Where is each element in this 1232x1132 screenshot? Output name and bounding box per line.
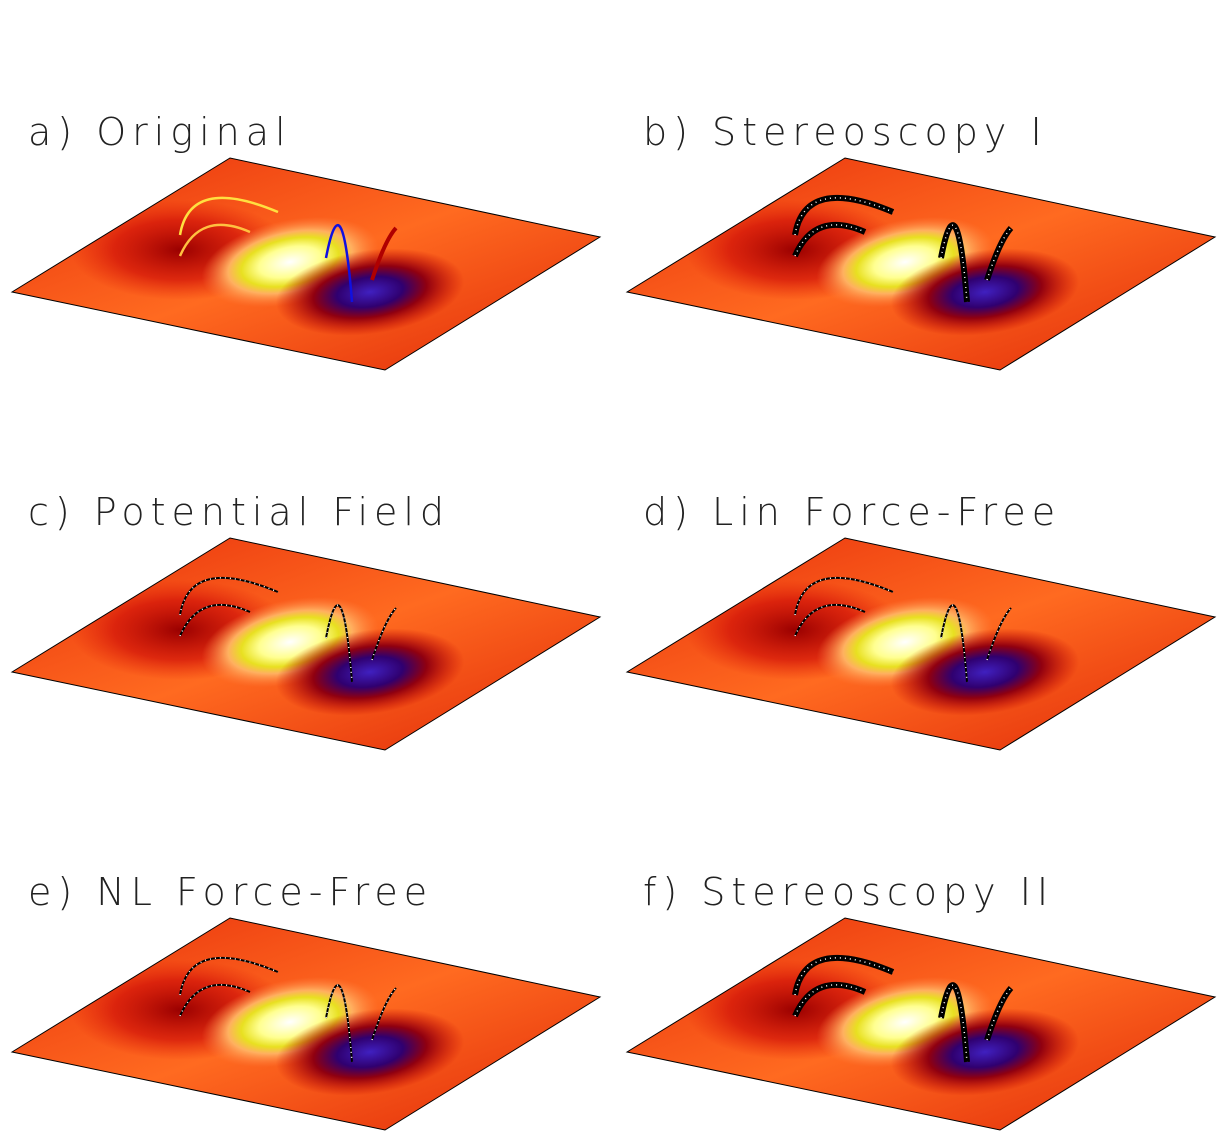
panel: d) Lin Force-Free [627,490,1215,750]
panel: e) NL Force-Free [12,870,600,1130]
panel: b) Stereoscopy I [627,110,1215,370]
panel: c) Potential Field [12,490,600,750]
panel-title: d) Lin Force-Free [643,490,1061,534]
magnetogram-plane [627,918,1215,1130]
panel: a) Original [12,110,600,370]
magnetogram-plane [627,158,1215,370]
panel-title: a) Original [28,110,292,154]
field-loop [324,223,354,303]
magnetogram-plane [12,158,600,370]
panel: f) Stereoscopy II [627,870,1215,1130]
panel-title: f) Stereoscopy II [643,870,1054,914]
field-loop [178,196,279,236]
panel-title: b) Stereoscopy I [643,110,1048,154]
magnetogram-plane [12,918,600,1130]
panel-title: c) Potential Field [28,490,450,534]
magnetogram-plane [627,538,1215,750]
panel-title: e) NL Force-Free [28,870,433,914]
magnetogram-plane [12,538,600,750]
field-loop [370,226,398,281]
field-loop [178,223,251,257]
